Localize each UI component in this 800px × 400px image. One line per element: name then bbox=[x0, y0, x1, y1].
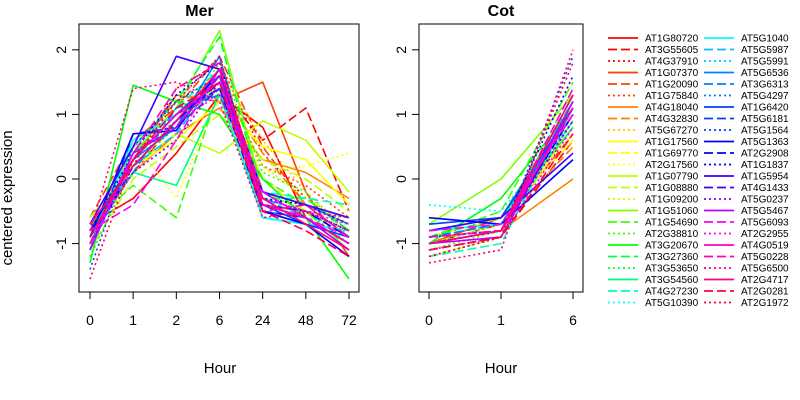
x-tick-label-cot-1: 1 bbox=[497, 312, 505, 328]
y-tick-label-mer-2: 2 bbox=[53, 46, 69, 54]
y-tick-label-cot-2: 2 bbox=[393, 46, 409, 54]
series-line-mer-at5g0228 bbox=[89, 61, 350, 244]
y-tick-label-cot-0: 0 bbox=[393, 175, 409, 183]
legend-label-at1g6420: AT1G6420 bbox=[741, 103, 789, 114]
series-line-mer-at3g27360 bbox=[89, 36, 350, 238]
series-line-cot-at5g6093 bbox=[428, 113, 574, 232]
legend-label-at5g1564: AT5G1564 bbox=[741, 126, 789, 137]
legend-label-at1g1837: AT1G1837 bbox=[741, 160, 789, 171]
series-line-cot-at2g4717 bbox=[428, 94, 574, 245]
y-tick-label-mer-1: 1 bbox=[53, 110, 69, 118]
legend-label-at5g1040: AT5G1040 bbox=[741, 34, 789, 45]
legend-label-at1g80720: AT1G80720 bbox=[645, 34, 699, 45]
x-axis-cot: 0 1 6 bbox=[425, 291, 577, 328]
panel-mer: Mer 0 1 2 6 24 48 72 -1 0 1 2 Hour centered expre… bbox=[0, 3, 360, 377]
legend-label-at1g08880: AT1G08880 bbox=[645, 183, 699, 194]
legend-label-at1g09200: AT1G09200 bbox=[645, 195, 699, 206]
legend-label-at3g54560: AT3G54560 bbox=[645, 275, 699, 286]
legend-label-at4g27230: AT4G27230 bbox=[645, 287, 699, 298]
x-tick-label-mer-24: 24 bbox=[255, 312, 271, 328]
legend-label-at5g6536: AT5G6536 bbox=[741, 68, 789, 79]
legend-label-at1g07790: AT1G07790 bbox=[645, 172, 699, 183]
y-tick-label-mer-0: 0 bbox=[53, 175, 69, 183]
plot-frame-mer bbox=[78, 23, 360, 293]
legend-label-at3g55605: AT3G55605 bbox=[645, 45, 699, 56]
x-tick-label-mer-1: 1 bbox=[129, 312, 137, 328]
legend-label-at3g27360: AT3G27360 bbox=[645, 252, 699, 263]
x-tick-label-mer-48: 48 bbox=[298, 312, 314, 328]
legend-label-at4g0519: AT4G0519 bbox=[741, 241, 789, 252]
legend-label-at2g2908: AT2G2908 bbox=[741, 149, 789, 160]
panel-title-cot: Cot bbox=[488, 3, 515, 20]
legend-label-at2g1972: AT2G1972 bbox=[741, 298, 789, 309]
legend-label-at5g6093: AT5G6093 bbox=[741, 218, 789, 229]
x-axis-mer: 0 1 2 6 24 48 72 bbox=[86, 291, 357, 328]
legend-label-at4g1433: AT4G1433 bbox=[741, 183, 789, 194]
x-tick-label-cot-0: 0 bbox=[425, 312, 433, 328]
legend-label-at5g5987: AT5G5987 bbox=[741, 45, 789, 56]
y-tick-label-mer--1: -1 bbox=[53, 237, 69, 250]
legend-label-at5g67270: AT5G67270 bbox=[645, 126, 699, 137]
legend-label-at2g4717: AT2G4717 bbox=[741, 275, 789, 286]
x-tick-label-cot-6: 6 bbox=[569, 312, 577, 328]
panel-title-mer: Mer bbox=[185, 3, 213, 20]
series-line-cot-at1g54690 bbox=[428, 81, 574, 238]
legend-label-at3g20670: AT3G20670 bbox=[645, 241, 699, 252]
legend-label-at5g4297: AT5G4297 bbox=[741, 91, 789, 102]
series-line-cot-at2g1972 bbox=[428, 62, 574, 258]
legend-label-at5g6181: AT5G6181 bbox=[741, 114, 789, 125]
series-line-cot-at2g2955 bbox=[428, 126, 574, 251]
series-line-mer-at4g0519 bbox=[89, 81, 350, 245]
x-tick-label-mer-0: 0 bbox=[86, 312, 94, 328]
legend-label-at5g5467: AT5G5467 bbox=[741, 206, 789, 217]
x-axis-title-cot: Hour bbox=[485, 360, 518, 377]
legend-label-at2g0281: AT2G0281 bbox=[741, 287, 789, 298]
series-lines-cot bbox=[428, 49, 574, 264]
legend-label-at1g69770: AT1G69770 bbox=[645, 149, 699, 160]
series-line-mer-at2g2955 bbox=[89, 94, 350, 244]
legend-label-at5g0237: AT5G0237 bbox=[741, 195, 789, 206]
legend-label-at4g37910: AT4G37910 bbox=[645, 57, 699, 68]
y-axis-cot: -1 0 1 2 bbox=[393, 46, 420, 250]
x-tick-label-mer-72: 72 bbox=[341, 312, 357, 328]
series-line-cot-at2g38810 bbox=[428, 88, 574, 251]
legend-label-at5g10390: AT5G10390 bbox=[645, 298, 699, 309]
series-line-mer-at1g08880 bbox=[89, 113, 350, 251]
legend-label-at4g32830: AT4G32830 bbox=[645, 114, 699, 125]
legend-label-at1g20090: AT1G20090 bbox=[645, 80, 699, 91]
legend-label-at1g17560: AT1G17560 bbox=[645, 137, 699, 148]
legend-label-at1g54690: AT1G54690 bbox=[645, 218, 699, 229]
series-line-cot-at1g09200 bbox=[428, 126, 574, 238]
legend-label-at4g18040: AT4G18040 bbox=[645, 103, 699, 114]
series-line-mer-at2g1972 bbox=[89, 55, 350, 280]
legend-label-at2g17560: AT2G17560 bbox=[645, 160, 699, 171]
x-axis-title-mer: Hour bbox=[204, 360, 237, 377]
legend-label-at1g07370: AT1G07370 bbox=[645, 68, 699, 79]
legend-label-at5g0228: AT5G0228 bbox=[741, 252, 789, 263]
legend-label-at5g1363: AT5G1363 bbox=[741, 137, 789, 148]
legend-label-at2g38810: AT2G38810 bbox=[645, 229, 699, 240]
series-lines-mer bbox=[89, 29, 350, 280]
legend-label-at5g5991: AT5G5991 bbox=[741, 57, 789, 68]
x-tick-label-mer-2: 2 bbox=[172, 312, 180, 328]
panel-cot: Cot 0 1 6 -1 0 1 2 Hour bbox=[393, 3, 584, 377]
legend-label-at3g53650: AT3G53650 bbox=[645, 264, 699, 275]
legend-label-at1g5954: AT1G5954 bbox=[741, 172, 789, 183]
y-tick-label-cot--1: -1 bbox=[393, 237, 409, 250]
x-tick-label-mer-6: 6 bbox=[216, 312, 224, 328]
y-axis-mer: -1 0 1 2 bbox=[53, 46, 80, 250]
series-line-mer-at2g4717 bbox=[89, 68, 350, 251]
y-tick-label-cot-1: 1 bbox=[393, 110, 409, 118]
legend-label-at1g51060: AT1G51060 bbox=[645, 206, 699, 217]
legend-label-at1g75840: AT1G75840 bbox=[645, 91, 699, 102]
series-line-cot-at1g5954 bbox=[428, 152, 574, 232]
y-axis-title: centered expression bbox=[0, 130, 16, 265]
legend-label-at2g2955: AT2G2955 bbox=[741, 229, 789, 240]
legend-label-at3g6313: AT3G6313 bbox=[741, 80, 789, 91]
series-line-cot-at2g0281 bbox=[428, 133, 574, 251]
series-line-cot-at1g51060 bbox=[428, 94, 574, 225]
legend: AT1G80720AT3G55605AT4G37910AT1G07370AT1G… bbox=[608, 34, 789, 309]
legend-label-at5g6500: AT5G6500 bbox=[741, 264, 789, 275]
